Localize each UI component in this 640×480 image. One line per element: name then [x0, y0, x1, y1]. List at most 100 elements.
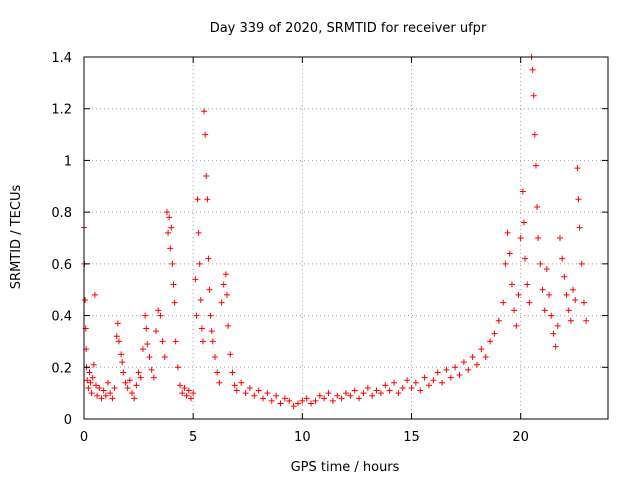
- data-point: [122, 379, 129, 386]
- data-point: [532, 162, 539, 169]
- data-point: [522, 255, 529, 262]
- data-point: [120, 369, 127, 376]
- data-point: [277, 400, 284, 407]
- data-point: [273, 392, 280, 399]
- data-point: [187, 395, 194, 402]
- data-point: [143, 325, 150, 332]
- data-point: [351, 387, 358, 394]
- data-point: [565, 307, 572, 314]
- data-point: [548, 312, 555, 319]
- data-point: [572, 297, 579, 304]
- data-point: [504, 229, 511, 236]
- data-point: [142, 312, 149, 319]
- data-point: [395, 390, 402, 397]
- data-point: [109, 395, 116, 402]
- data-point: [583, 317, 590, 324]
- data-point: [408, 384, 415, 391]
- data-point: [133, 382, 140, 389]
- data-point: [166, 214, 173, 221]
- data-point: [212, 353, 218, 360]
- x-tick-label: 10: [294, 430, 311, 445]
- data-point: [508, 281, 515, 288]
- data-point: [369, 392, 376, 399]
- data-point: [148, 366, 155, 373]
- data-point: [205, 255, 212, 262]
- data-point: [207, 312, 214, 319]
- data-point: [155, 307, 162, 314]
- data-point: [469, 353, 476, 360]
- data-point: [118, 351, 125, 358]
- y-tick-label: 0.6: [51, 258, 72, 273]
- data-point: [218, 299, 225, 306]
- data-point: [517, 235, 524, 241]
- data-point: [452, 364, 459, 371]
- data-point: [356, 395, 363, 402]
- data-point: [308, 400, 315, 407]
- data-point: [225, 322, 232, 329]
- data-point: [299, 397, 306, 404]
- data-point: [382, 382, 389, 389]
- data-point: [181, 384, 188, 391]
- data-point: [172, 338, 179, 345]
- data-point: [511, 307, 518, 314]
- data-point: [100, 387, 107, 394]
- x-tick-label: 15: [403, 430, 420, 445]
- y-axis-label: SRMTID / TECUs: [9, 185, 24, 290]
- data-point: [195, 229, 202, 236]
- data-point: [556, 235, 563, 241]
- data-point: [574, 165, 581, 172]
- data-point: [159, 338, 166, 345]
- data-point: [575, 196, 582, 203]
- data-point: [90, 361, 97, 368]
- data-point: [201, 108, 208, 115]
- data-point: [82, 297, 89, 304]
- data-point: [404, 377, 411, 384]
- data-point: [197, 297, 204, 304]
- data-point: [174, 364, 181, 371]
- data-point: [193, 312, 200, 319]
- data-point: [171, 299, 178, 306]
- data-point: [105, 379, 112, 386]
- chart-title: Day 339 of 2020, SRMTID for receiver ufp…: [210, 21, 487, 36]
- y-tick-label: 1.2: [51, 103, 72, 118]
- data-point: [338, 395, 345, 402]
- data-point: [482, 353, 489, 360]
- data-point: [161, 353, 168, 360]
- data-point: [199, 338, 206, 345]
- data-point: [85, 384, 92, 391]
- data-point: [167, 245, 174, 252]
- data-point: [170, 281, 177, 288]
- data-point: [119, 359, 126, 366]
- data-point: [417, 387, 424, 394]
- data-point: [513, 322, 520, 329]
- data-point: [578, 260, 585, 267]
- data-point: [312, 397, 319, 404]
- data-point: [169, 260, 176, 267]
- data-point: [214, 369, 221, 376]
- data-point: [87, 379, 94, 386]
- data-point: [196, 260, 203, 267]
- data-point: [157, 312, 164, 319]
- data-point: [399, 384, 406, 391]
- data-point: [567, 317, 574, 324]
- data-point: [519, 188, 526, 195]
- x-tick-label: 5: [189, 430, 197, 445]
- data-point: [364, 384, 371, 391]
- x-tick-label: 0: [80, 430, 88, 445]
- data-point: [515, 291, 522, 298]
- data-point: [183, 392, 190, 399]
- data-point: [139, 346, 146, 353]
- data-point: [146, 353, 153, 360]
- data-point: [198, 325, 205, 332]
- data-point: [206, 286, 213, 293]
- data-point: [500, 299, 507, 306]
- data-point: [465, 366, 472, 373]
- data-point: [439, 379, 446, 386]
- data-point: [316, 392, 323, 399]
- x-axis-label: GPS time / hours: [291, 460, 400, 475]
- data-point: [474, 361, 480, 368]
- data-point: [580, 299, 587, 306]
- data-point: [334, 392, 341, 399]
- data-point: [86, 369, 93, 376]
